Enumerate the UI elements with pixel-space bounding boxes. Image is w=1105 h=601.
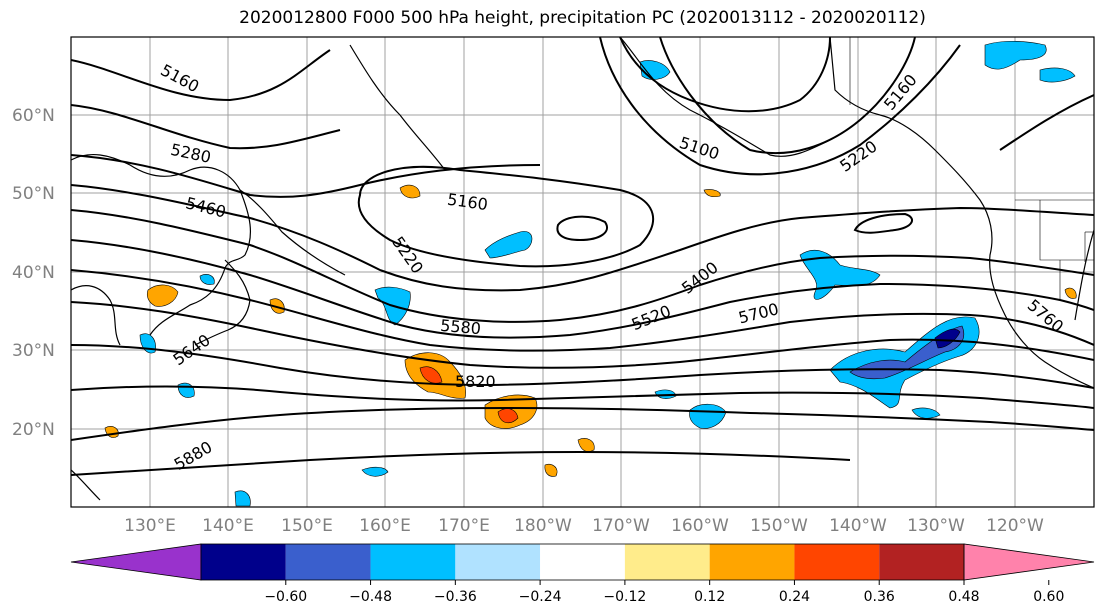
colorbar-tick-label: 0.36: [864, 589, 895, 601]
lat-label: 60°N: [12, 106, 55, 126]
precip-anomaly-shading: [104, 40, 1077, 507]
colorbar-tick-label: −0.60: [264, 589, 307, 601]
lat-label: 40°N: [12, 263, 55, 283]
colorbar-tick-label: −0.48: [349, 589, 392, 601]
lon-label: 140°E: [202, 516, 254, 536]
colorbar-tick-label: 0.60: [1033, 589, 1064, 601]
lon-label: 170°E: [438, 516, 490, 536]
colorbar-tick-label: 0.12: [694, 589, 725, 601]
colorbar-segment: [794, 544, 880, 580]
colorbar-segment: [540, 544, 625, 580]
colorbar-segment: [709, 544, 795, 580]
colorbar-tick-label: 0.24: [779, 589, 810, 601]
lon-label: 160°W: [671, 516, 729, 536]
coastlines: [71, 37, 1094, 501]
colorbar-segment: [624, 544, 710, 580]
colorbar-tick-label: −0.24: [519, 589, 562, 601]
contour-label: 5820: [455, 372, 496, 391]
lon-label: 150°W: [750, 516, 808, 536]
lon-label: 120°W: [986, 516, 1044, 536]
colorbar-segment: [201, 544, 286, 580]
height-contours: [71, 37, 1094, 476]
boundaries: [849, 37, 1094, 300]
colorbar: −0.60 −0.48 −0.36 −0.24 −0.12 0.12 0.24 0.36 0.4…: [70, 543, 1095, 601]
map-title: 2020012800 F000 500 hPa height, precipit…: [239, 8, 926, 28]
lat-label: 20°N: [12, 420, 55, 440]
lon-label: 140°W: [829, 516, 887, 536]
colorbar-segment: [285, 544, 371, 580]
map-border: [70, 36, 1095, 508]
latitude-labels: 60°N 50°N 40°N 30°N 20°N: [12, 106, 55, 440]
contour-label: 5580: [439, 316, 481, 338]
lon-label: 160°E: [359, 516, 411, 536]
lon-label: 180°W: [514, 516, 572, 536]
lon-label: 150°E: [281, 516, 333, 536]
lon-label: 130°E: [124, 516, 176, 536]
colorbar-segment: [370, 544, 456, 580]
longitude-labels: 130°E 140°E 150°E 160°E 170°E 180°W 170°…: [124, 516, 1044, 536]
colorbar-tick-label: −0.36: [434, 589, 477, 601]
colorbar-segment: [455, 544, 541, 580]
colorbar-segment: [879, 544, 964, 580]
lon-label: 130°W: [907, 516, 965, 536]
lon-label: 170°W: [592, 516, 650, 536]
gridlines: [71, 37, 1094, 507]
colorbar-tick-label: −0.12: [603, 589, 646, 601]
lat-label: 30°N: [12, 341, 55, 361]
colorbar-segment: [70, 543, 202, 581]
colorbar-segment: [963, 543, 1095, 581]
colorbar-tick-label: 0.48: [948, 589, 979, 601]
lat-label: 50°N: [12, 184, 55, 204]
colorbar-border: [200, 543, 965, 581]
